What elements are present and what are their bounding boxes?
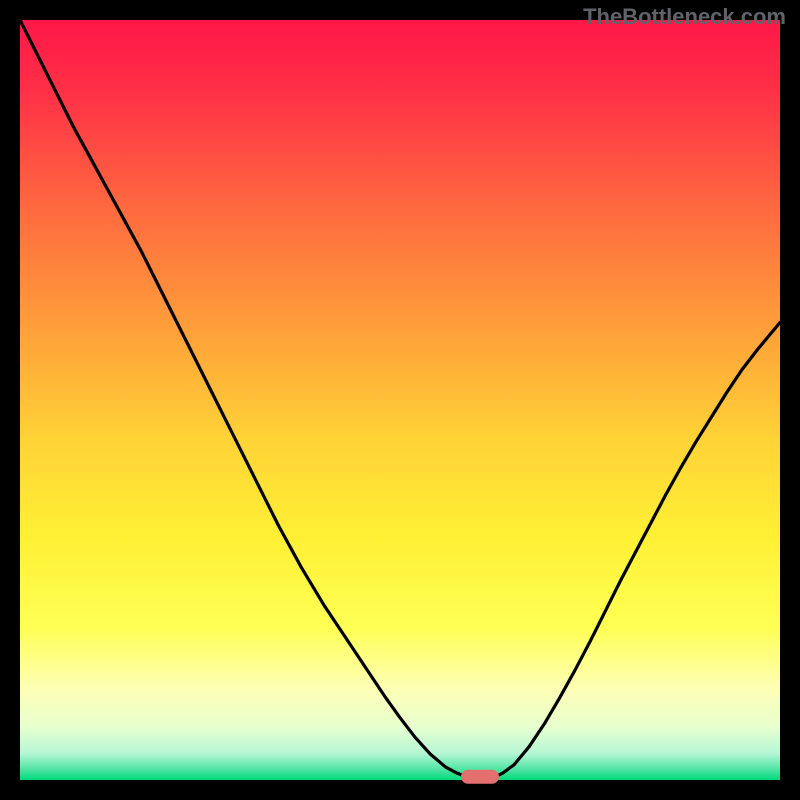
chart-frame: TheBottleneck.com [0,0,800,800]
optimal-marker [461,770,499,784]
watermark-text: TheBottleneck.com [583,4,786,30]
bottleneck-curve [20,20,780,780]
curve-path [20,20,780,778]
